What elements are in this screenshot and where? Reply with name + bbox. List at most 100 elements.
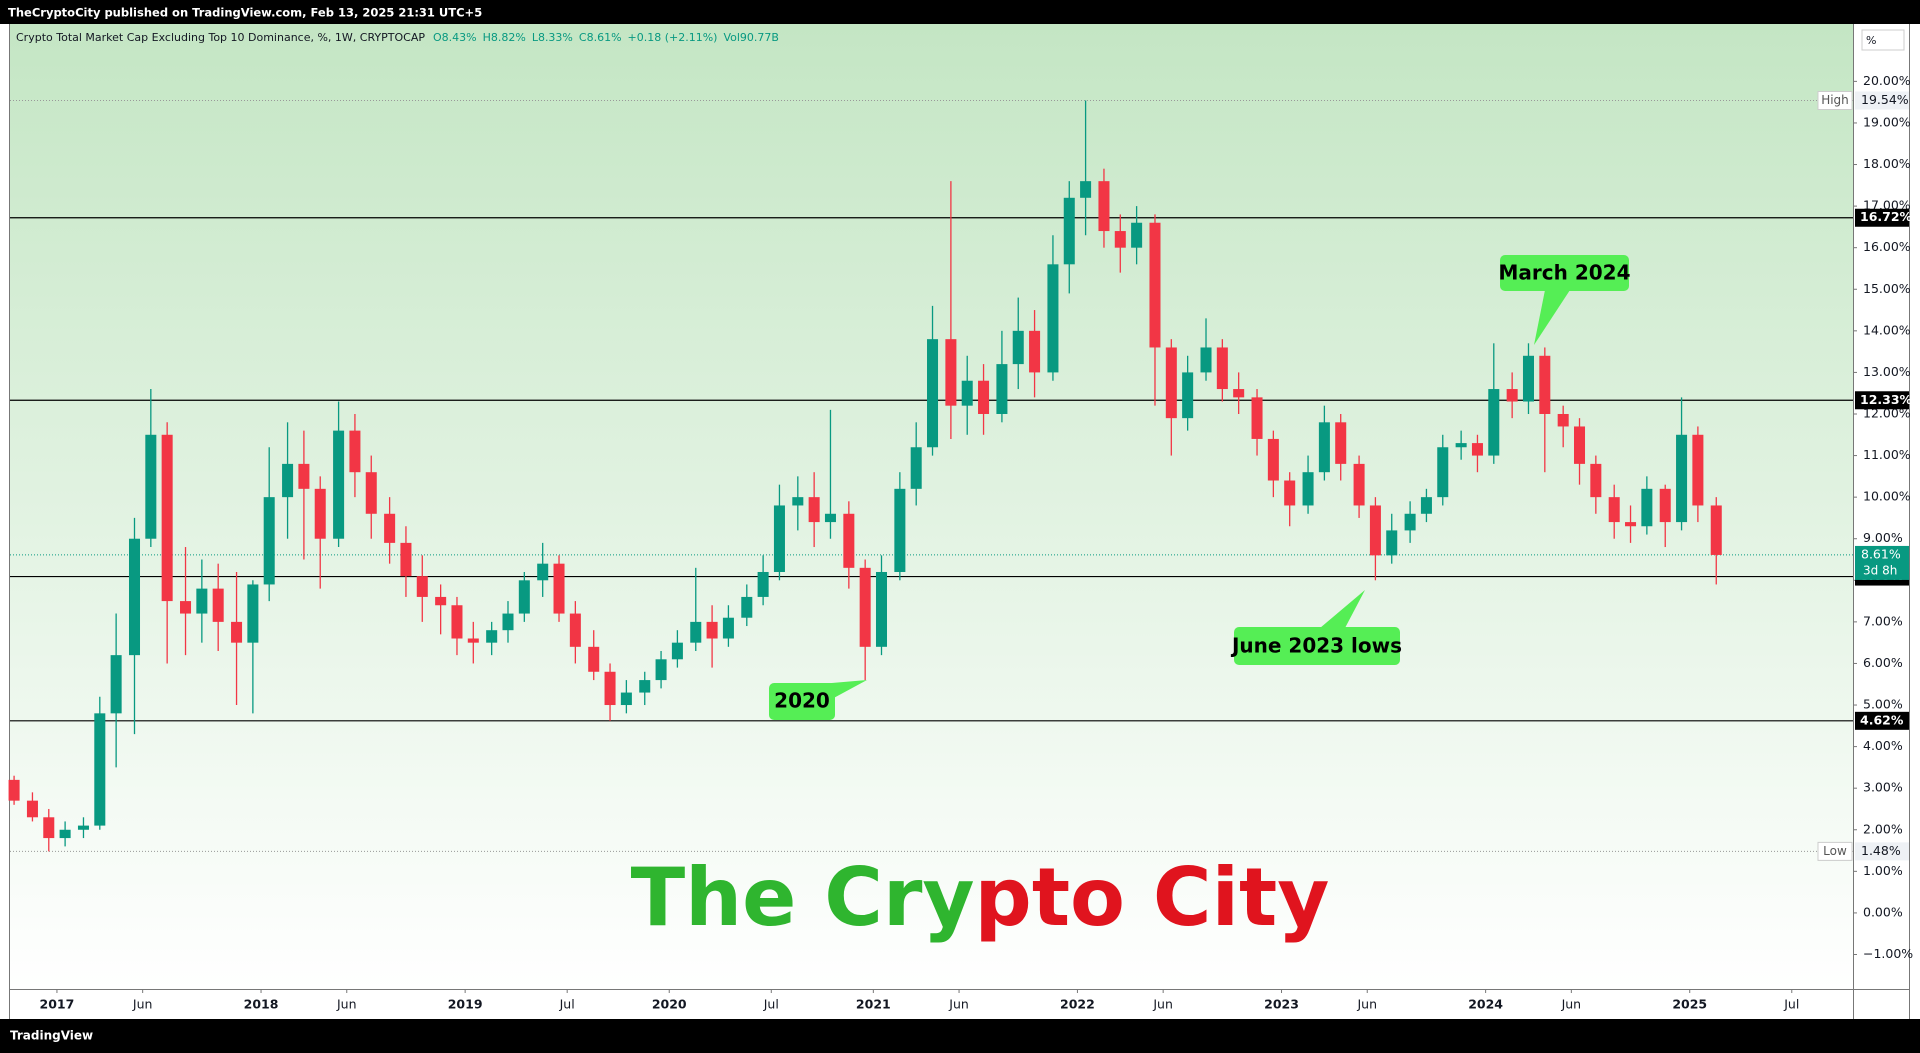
candle-body — [1488, 389, 1500, 456]
y-tick-label: 10.00% — [1863, 489, 1911, 504]
extreme-label-bg — [1855, 91, 1909, 110]
candle-body — [349, 430, 361, 473]
candle-body — [1641, 488, 1653, 527]
candle-body — [978, 380, 990, 414]
candle-body — [553, 563, 565, 614]
candle-body — [1659, 488, 1671, 523]
candle-body — [1539, 355, 1551, 414]
candle-body — [1182, 372, 1194, 419]
watermark: The Crypto City — [631, 851, 1330, 944]
candle-body — [1251, 397, 1263, 439]
candle-body — [1216, 347, 1228, 390]
candle-body — [927, 339, 939, 448]
legend-value: +0.18 (+2.11%) — [628, 31, 718, 44]
candle-body — [502, 613, 514, 631]
candle-body — [996, 364, 1008, 414]
x-tick-label: 2019 — [448, 997, 483, 1012]
x-tick-label: 2018 — [244, 997, 279, 1012]
candle-body — [1063, 197, 1075, 265]
plot-area — [10, 24, 1853, 989]
candle-body — [1233, 389, 1245, 398]
candle-body — [773, 505, 785, 572]
candle-body — [1149, 222, 1161, 348]
candle-body — [1420, 497, 1432, 514]
legend-value: H8.82% — [483, 31, 526, 44]
legend: Crypto Total Market Cap Excluding Top 10… — [16, 31, 779, 44]
candle-body — [1302, 472, 1314, 506]
candle-body — [1437, 447, 1449, 498]
x-tick-label: Jul — [763, 997, 779, 1012]
candle-body — [1353, 463, 1365, 506]
x-tick-label: Jun — [1356, 997, 1377, 1012]
candle-body — [843, 513, 855, 568]
y-tick-label: 9.00% — [1863, 530, 1903, 545]
x-tick-label: Jun — [132, 997, 153, 1012]
candle-body — [945, 339, 957, 406]
level-label: 4.62% — [1860, 712, 1904, 727]
candle-body — [671, 642, 683, 660]
y-tick-label: 20.00% — [1863, 73, 1911, 88]
candle-body — [231, 621, 243, 643]
x-tick-label: 2017 — [40, 997, 75, 1012]
level-label-bg — [1855, 391, 1909, 410]
candle-body — [1318, 422, 1330, 473]
candle-body — [1506, 389, 1518, 402]
y-tick-label: 16.00% — [1863, 239, 1911, 254]
candle-body — [365, 472, 377, 514]
candle-body — [94, 713, 106, 826]
y-tick-label: 7.00% — [1863, 613, 1903, 628]
candle-body — [875, 571, 888, 647]
y-tick-label: 2.00% — [1863, 821, 1903, 836]
candle-body — [1404, 513, 1416, 531]
watermark-part: pto City — [975, 851, 1330, 944]
candle-body — [1047, 264, 1059, 373]
axes: −1.00% 0.00% 1.00% 2.00% 3.00% 4.00% 5.00% 6.00… — [40, 73, 1914, 1012]
candle-body — [263, 497, 275, 585]
candle-body — [384, 513, 396, 543]
y-tick-label: 1.00% — [1863, 863, 1903, 878]
candle-body — [537, 563, 549, 581]
candle-body — [161, 434, 173, 602]
extreme-label: 19.54% — [1861, 92, 1909, 107]
callout: March 2024 — [1499, 255, 1630, 345]
candle-body — [1455, 443, 1467, 448]
extreme-label-bg — [1855, 842, 1909, 861]
last-price-label: 8.61% — [1861, 546, 1901, 561]
candle-body — [1590, 463, 1602, 498]
legend-value: O8.43% — [433, 31, 477, 44]
callout-text: 2020 — [774, 689, 830, 713]
candle-body — [400, 542, 412, 577]
x-tick-label: Jul — [559, 997, 575, 1012]
candle-body — [722, 617, 734, 639]
candle-body — [1692, 434, 1704, 506]
level-label: 16.72% — [1860, 209, 1913, 224]
y-tick-label: −1.00% — [1863, 946, 1913, 961]
y-tick-label: 3.00% — [1863, 780, 1903, 795]
footer: TradingView — [10, 1029, 93, 1043]
candle-body — [588, 646, 600, 672]
candle-body — [1335, 422, 1347, 464]
x-tick-label: Jun — [1152, 997, 1173, 1012]
candle-body — [1080, 181, 1092, 198]
y-tick-label: 18.00% — [1863, 156, 1911, 171]
x-tick-label: Jul — [1783, 997, 1799, 1012]
candle-body — [1369, 505, 1381, 556]
x-tick-label: 2021 — [856, 997, 891, 1012]
level-label-bg — [1855, 208, 1909, 227]
top-bar — [0, 0, 1920, 24]
candle-body — [961, 380, 973, 406]
y-tick-label: 15.00% — [1863, 281, 1911, 296]
extreme-tag-bg — [1817, 841, 1853, 861]
candle-body — [824, 513, 836, 523]
unit-box — [1861, 29, 1905, 51]
candle-body — [145, 434, 157, 539]
watermark-part: The Cry — [631, 851, 975, 944]
candle-body — [1522, 355, 1534, 402]
x-tick-label: 2020 — [652, 997, 687, 1012]
extreme-label: 1.48% — [1861, 843, 1901, 858]
candle-body — [910, 447, 922, 489]
y-tick-label: 5.00% — [1863, 697, 1903, 712]
level-label: 12.33% — [1860, 392, 1913, 407]
